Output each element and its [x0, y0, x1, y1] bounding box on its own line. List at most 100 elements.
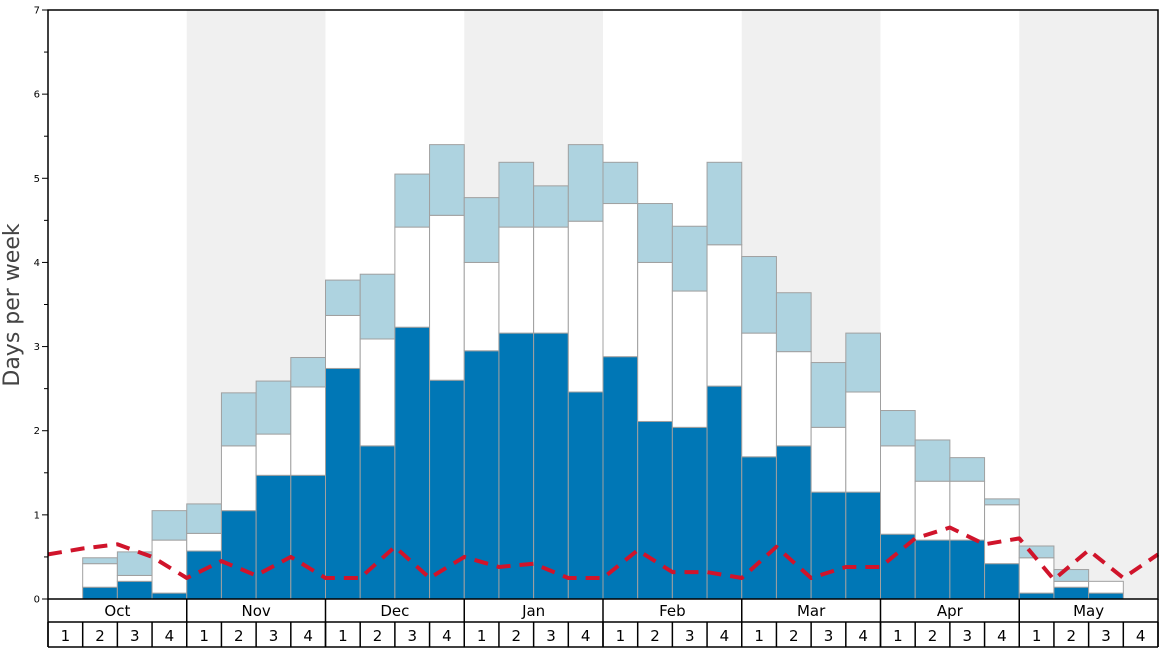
bar-segment-bottom: [429, 379, 465, 600]
bar-segment-bottom: [533, 332, 569, 600]
week-label: 1: [893, 627, 903, 645]
bar-segment-middle: [290, 386, 326, 476]
bar-segment-middle: [567, 220, 604, 393]
bar-segment-middle: [82, 563, 118, 588]
bar-segment-bottom: [186, 550, 222, 600]
bar-segment-middle: [741, 332, 777, 458]
bar-segment-bottom: [463, 350, 500, 600]
y-tick-label: 4: [34, 258, 40, 269]
bar-segment-top: [429, 144, 465, 216]
week-label: 2: [928, 627, 938, 645]
y-tick-label: 0: [34, 595, 40, 606]
bar-segment-bottom: [290, 474, 326, 600]
bar-segment-bottom: [498, 332, 535, 600]
week-label: 2: [373, 627, 383, 645]
bar-segment-top: [394, 173, 431, 228]
bar-segment-top: [290, 357, 326, 388]
bar-segment-middle: [880, 445, 916, 535]
bar-segment-bottom: [151, 592, 188, 600]
bar-segment-top: [151, 510, 188, 541]
bar-segment-middle: [255, 433, 292, 476]
labels: 0 1 2 3 4 5 6 7 Oct Nov Dec Jan Feb Mar Apr May 1 2 3 4 1 2 3 4…: [34, 6, 1146, 646]
y-tick-label: 3: [34, 342, 40, 353]
week-label: 4: [581, 627, 591, 645]
week-label: 1: [199, 627, 209, 645]
bar-segment-bottom: [359, 445, 396, 600]
bar-segment-bottom: [567, 391, 604, 600]
week-label: 1: [338, 627, 348, 645]
week-label: 3: [962, 627, 972, 645]
bar-segment-bottom: [914, 539, 951, 600]
bar-segment-bottom: [602, 356, 639, 600]
week-label: 1: [61, 627, 71, 645]
week-label: 3: [685, 627, 695, 645]
y-tick-label: 1: [34, 510, 40, 521]
bar-segment-top: [533, 185, 569, 228]
bar-segment-top: [82, 557, 118, 565]
month-shade-may: [1019, 10, 1158, 599]
y-tick-label: 2: [34, 426, 40, 437]
bar-segment-middle: [984, 504, 1020, 565]
week-label: 3: [824, 627, 834, 645]
month-label-dec: Dec: [380, 602, 409, 620]
month-label-nov: Nov: [241, 602, 270, 620]
y-tick-label: 5: [34, 174, 40, 185]
axes: [42, 9, 1159, 648]
bar-segment-top: [637, 203, 673, 263]
bar-segment-middle: [325, 314, 361, 369]
bar-segment-top: [914, 439, 951, 482]
week-label: 4: [165, 627, 175, 645]
bar-segment-top: [255, 380, 292, 435]
bar-segment-top: [498, 161, 535, 228]
week-label: 2: [95, 627, 105, 645]
bar-segment-bottom: [741, 456, 777, 600]
bar-segment-top: [984, 498, 1020, 506]
bar-segment-top: [186, 503, 222, 534]
bar-segment-bottom: [810, 491, 847, 600]
bar-segment-middle: [775, 351, 812, 447]
bar-segment-bottom: [949, 539, 986, 600]
bar-segment-middle: [1088, 580, 1124, 594]
bar-segment-top: [602, 161, 639, 205]
bar-segment-top: [671, 225, 708, 292]
week-label: 4: [858, 627, 868, 645]
trend-line: [47, 525, 1160, 582]
bar-segment-middle: [1053, 580, 1090, 588]
bar-segment-middle: [359, 338, 396, 447]
bar-segment-bottom: [1053, 586, 1090, 600]
month-label-mar: Mar: [797, 602, 826, 620]
bar-segment-middle: [602, 203, 639, 358]
bar-segment-top: [880, 410, 916, 447]
bar-segment-middle: [637, 261, 673, 422]
bar-segment-top: [775, 292, 812, 353]
bar-segment-top: [359, 273, 396, 340]
month-label-feb: Feb: [659, 602, 686, 620]
bar-segment-bottom: [82, 586, 118, 600]
month-label-apr: Apr: [937, 602, 964, 620]
dashed-line: [47, 525, 1160, 582]
bar-segment-top: [706, 161, 743, 246]
week-label: 3: [546, 627, 556, 645]
month-label-jan: Jan: [521, 602, 545, 620]
bar-segment-top: [220, 392, 257, 447]
bar-segment-bottom: [394, 326, 431, 600]
bar-segment-middle: [706, 244, 743, 387]
week-label: 1: [754, 627, 764, 645]
y-tick-label: 6: [34, 90, 40, 101]
week-label: 1: [616, 627, 626, 645]
bar-segment-middle: [186, 532, 222, 552]
bar-segment-bottom: [116, 580, 153, 600]
week-label: 4: [1136, 627, 1146, 645]
y-tick-label: 7: [34, 6, 40, 17]
bar-segment-bottom: [325, 367, 361, 600]
week-label: 2: [512, 627, 522, 645]
week-label: 2: [650, 627, 660, 645]
bar-segment-middle: [914, 480, 951, 541]
bar-segment-top: [1053, 569, 1090, 582]
bar-segment-middle: [498, 226, 535, 334]
bar-segment-top: [325, 279, 361, 316]
week-label: 4: [997, 627, 1007, 645]
bar-segment-middle: [671, 290, 708, 428]
bar-segment-middle: [845, 391, 881, 493]
